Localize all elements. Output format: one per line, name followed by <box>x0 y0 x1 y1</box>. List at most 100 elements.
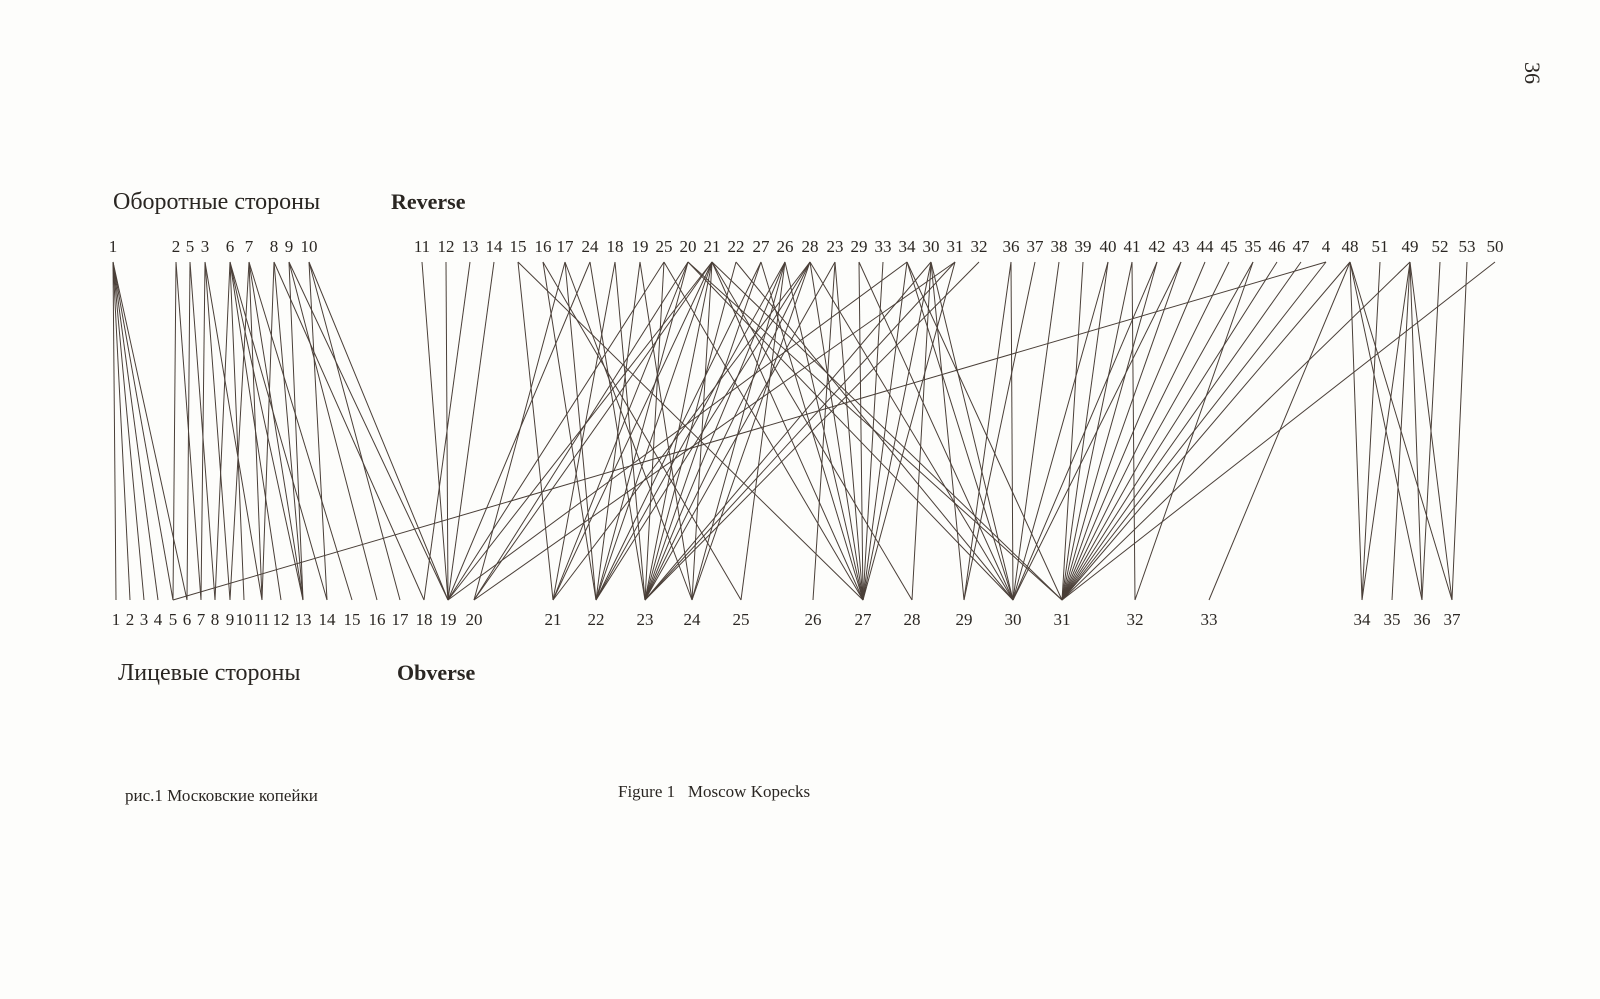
link-line <box>639 261 693 601</box>
link-line <box>308 261 401 601</box>
reverse-die-label: 6 <box>226 237 235 256</box>
reverse-die-label: 31 <box>947 237 964 256</box>
link-line <box>930 261 965 601</box>
link-line <box>248 261 353 601</box>
link-line <box>112 261 145 601</box>
reverse-die-label: 36 <box>1003 237 1020 256</box>
link-line <box>644 261 836 601</box>
link-line <box>911 261 932 601</box>
obverse-header-en: Obverse <box>397 660 475 685</box>
obverse-die-label: 13 <box>295 610 312 629</box>
link-line <box>711 261 1063 601</box>
link-line <box>564 261 693 601</box>
link-line <box>308 261 449 601</box>
link-line <box>200 261 206 601</box>
reverse-die-label: 13 <box>462 237 479 256</box>
link-line <box>447 261 665 601</box>
link-line <box>1012 261 1182 601</box>
link-line <box>595 261 689 601</box>
obverse-die-label: 29 <box>956 610 973 629</box>
obverse-die-label: 32 <box>1127 610 1144 629</box>
reverse-die-label: 10 <box>301 237 318 256</box>
obverse-die-label: 19 <box>440 610 457 629</box>
reverse-die-label: 11 <box>414 237 430 256</box>
reverse-die-label: 53 <box>1459 237 1476 256</box>
link-line <box>595 261 641 601</box>
link-line <box>1391 261 1411 601</box>
link-lines <box>112 261 1496 601</box>
reverse-die-label: 38 <box>1051 237 1068 256</box>
obverse-die-label: 12 <box>273 610 290 629</box>
link-line <box>1361 261 1381 601</box>
obverse-die-label: 21 <box>545 610 562 629</box>
link-line <box>1421 261 1441 601</box>
reverse-die-label: 44 <box>1197 237 1215 256</box>
link-line <box>447 261 495 601</box>
reverse-die-label: 37 <box>1027 237 1045 256</box>
reverse-die-label: 46 <box>1269 237 1286 256</box>
reverse-die-label: 41 <box>1124 237 1141 256</box>
link-line <box>229 261 304 601</box>
link-line <box>172 261 177 601</box>
obverse-die-label: 15 <box>344 610 361 629</box>
link-line <box>112 261 174 601</box>
link-line <box>473 261 956 601</box>
link-line <box>288 261 449 601</box>
link-line <box>691 261 713 601</box>
link-line <box>862 261 884 601</box>
reverse-die-label: 40 <box>1100 237 1117 256</box>
obverse-die-label: 6 <box>183 610 192 629</box>
obverse-die-label: 28 <box>904 610 921 629</box>
link-line <box>186 261 191 601</box>
obverse-die-label: 18 <box>416 610 433 629</box>
reverse-die-label: 49 <box>1402 237 1419 256</box>
reverse-die-label: 28 <box>802 237 819 256</box>
obverse-die-label: 3 <box>140 610 149 629</box>
link-line <box>1208 261 1351 601</box>
reverse-die-label: 50 <box>1487 237 1504 256</box>
link-line <box>1010 261 1014 601</box>
link-line <box>552 261 713 601</box>
link-line <box>858 261 864 601</box>
obverse-die-label: 1 <box>112 610 121 629</box>
reverse-die-label: 42 <box>1149 237 1166 256</box>
link-line <box>1061 261 1084 601</box>
link-line <box>862 261 956 601</box>
reverse-die-label: 15 <box>510 237 527 256</box>
obverse-die-label: 27 <box>855 610 873 629</box>
obverse-die-label: 5 <box>169 610 178 629</box>
link-line <box>112 261 117 601</box>
link-line <box>691 261 786 601</box>
link-line <box>809 261 864 601</box>
link-line <box>552 261 811 601</box>
obverse-die-label: 25 <box>733 610 750 629</box>
reverse-die-label: 23 <box>827 237 844 256</box>
link-line <box>862 261 908 601</box>
reverse-die-label: 1 <box>109 237 118 256</box>
link-line <box>1061 261 1278 601</box>
link-line <box>261 261 275 601</box>
link-line <box>1061 261 1351 601</box>
reverse-die-label: 7 <box>245 237 254 256</box>
link-line <box>858 261 1014 601</box>
link-line <box>1061 261 1182 601</box>
link-line <box>1061 261 1158 601</box>
link-line <box>644 261 811 601</box>
reverse-die-label: 48 <box>1342 237 1359 256</box>
reverse-die-label: 21 <box>704 237 721 256</box>
link-line <box>308 261 328 601</box>
link-line <box>595 261 762 601</box>
link-line <box>644 261 980 601</box>
link-line <box>1451 261 1468 601</box>
obverse-die-label: 26 <box>805 610 822 629</box>
link-line <box>1061 261 1327 601</box>
reverse-die-label: 18 <box>607 237 624 256</box>
obverse-die-label: 33 <box>1201 610 1218 629</box>
link-line <box>1061 261 1230 601</box>
link-line <box>288 261 304 601</box>
link-line <box>172 261 1327 601</box>
link-line <box>288 261 378 601</box>
reverse-die-label: 19 <box>632 237 649 256</box>
link-line <box>930 261 1014 601</box>
link-line <box>204 261 263 601</box>
